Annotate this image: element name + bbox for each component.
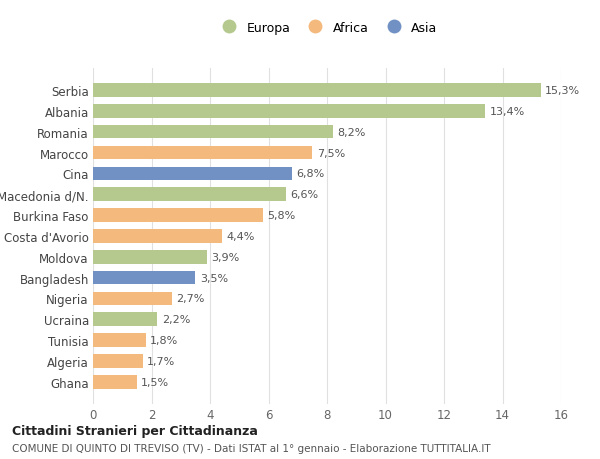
Bar bbox=[93, 84, 541, 98]
Bar bbox=[93, 292, 172, 306]
Bar bbox=[93, 313, 157, 326]
Bar bbox=[93, 167, 292, 181]
Legend: Europa, Africa, Asia: Europa, Africa, Asia bbox=[217, 22, 437, 34]
Text: 3,9%: 3,9% bbox=[211, 252, 240, 262]
Text: 3,5%: 3,5% bbox=[200, 273, 228, 283]
Text: 2,7%: 2,7% bbox=[176, 294, 205, 304]
Text: 6,8%: 6,8% bbox=[296, 169, 325, 179]
Bar bbox=[93, 354, 143, 368]
Text: 2,2%: 2,2% bbox=[162, 314, 190, 325]
Bar bbox=[93, 146, 313, 160]
Text: 5,8%: 5,8% bbox=[267, 211, 295, 221]
Bar bbox=[93, 251, 207, 264]
Text: 6,6%: 6,6% bbox=[290, 190, 319, 200]
Text: 7,5%: 7,5% bbox=[317, 148, 345, 158]
Bar bbox=[93, 209, 263, 222]
Text: 1,7%: 1,7% bbox=[147, 356, 175, 366]
Text: 4,4%: 4,4% bbox=[226, 231, 254, 241]
Bar bbox=[93, 271, 196, 285]
Text: Cittadini Stranieri per Cittadinanza: Cittadini Stranieri per Cittadinanza bbox=[12, 425, 258, 437]
Bar bbox=[93, 105, 485, 118]
Bar bbox=[93, 334, 146, 347]
Text: 1,5%: 1,5% bbox=[141, 377, 169, 387]
Text: 1,8%: 1,8% bbox=[150, 336, 178, 345]
Text: COMUNE DI QUINTO DI TREVISO (TV) - Dati ISTAT al 1° gennaio - Elaborazione TUTTI: COMUNE DI QUINTO DI TREVISO (TV) - Dati … bbox=[12, 443, 491, 453]
Text: 13,4%: 13,4% bbox=[490, 106, 524, 117]
Bar bbox=[93, 230, 222, 243]
Bar bbox=[93, 188, 286, 202]
Bar bbox=[93, 375, 137, 389]
Text: 8,2%: 8,2% bbox=[337, 128, 365, 137]
Bar bbox=[93, 126, 333, 139]
Text: 15,3%: 15,3% bbox=[545, 86, 580, 96]
